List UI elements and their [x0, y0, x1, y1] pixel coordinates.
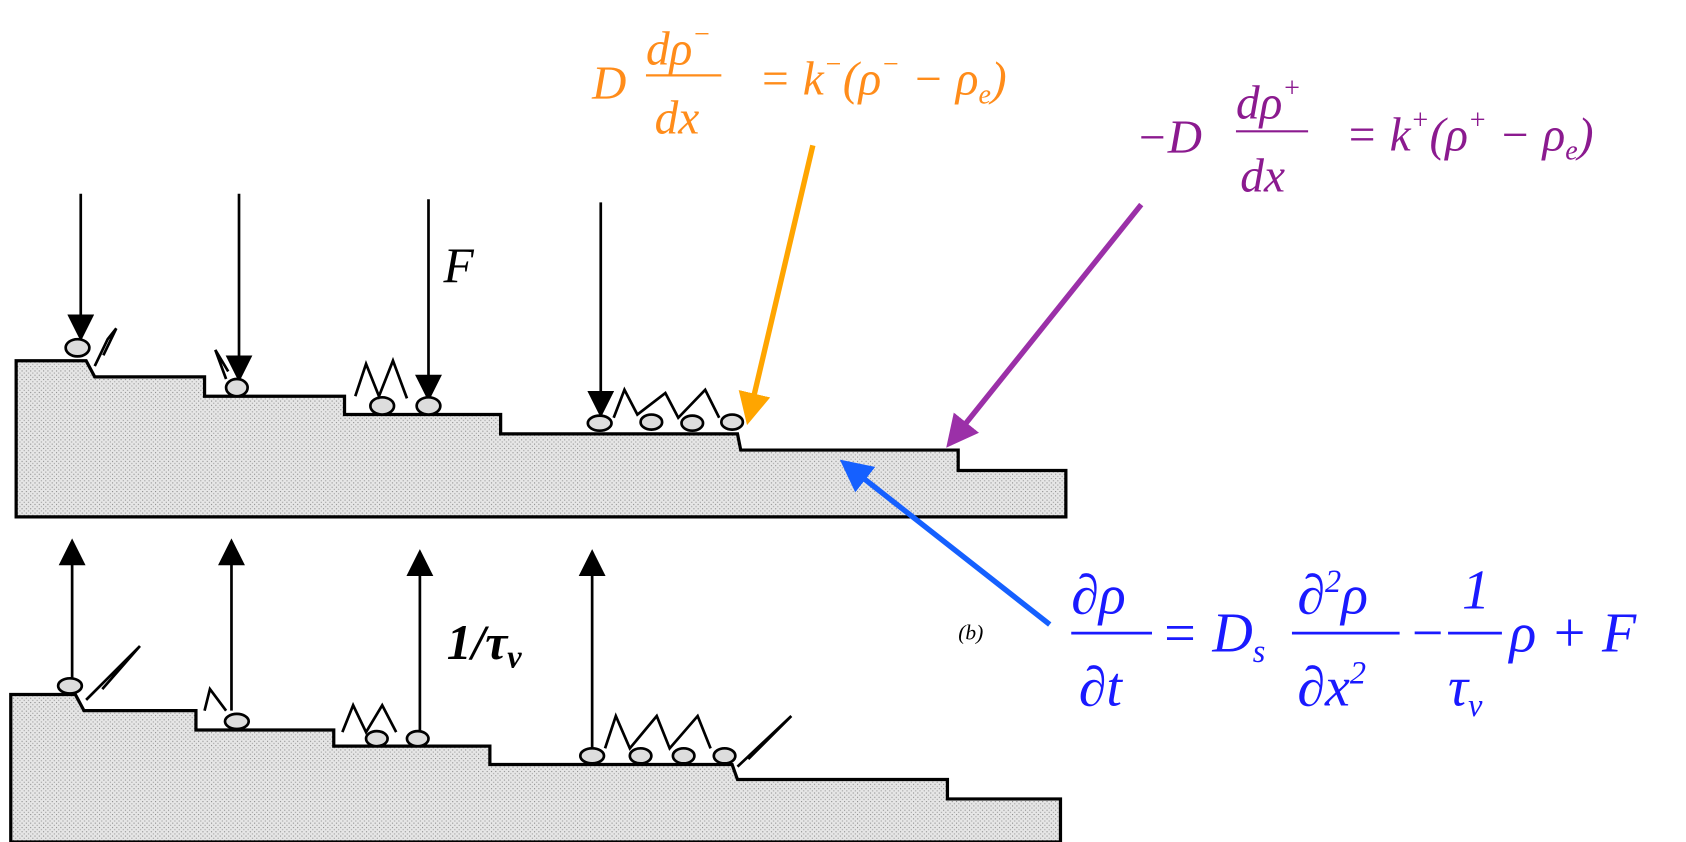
- equation-part: s: [1253, 633, 1266, 669]
- equation-part: v: [507, 639, 522, 675]
- flux-label: F: [443, 238, 475, 293]
- svg-text:∂x2: ∂x2: [1297, 655, 1366, 719]
- equation-part: = k: [1346, 110, 1412, 162]
- equation-part: (ρ: [843, 54, 882, 106]
- equation-part: ∂ρ: [1071, 565, 1126, 627]
- svg-text:= Ds: = Ds: [1161, 602, 1266, 669]
- lower-step-equation: D dρ− dx = k−(ρ− − ρe): [591, 19, 1007, 144]
- equation-part: ∂x: [1297, 656, 1350, 718]
- equation-part: 2: [1350, 655, 1366, 691]
- svg-text:= k−(ρ− − ρe): = k−(ρ− − ρe): [759, 49, 1007, 110]
- equation-part: −: [881, 49, 900, 80]
- equation-part: e: [979, 79, 991, 110]
- equation-part: ): [1575, 110, 1594, 162]
- equation-part: − ρ: [900, 54, 978, 106]
- equation-part: 2: [1325, 563, 1341, 599]
- upper-step-equation: −D dρ+ dx = k+(ρ+ − ρe): [1136, 73, 1594, 203]
- equation-part: − ρ: [1487, 110, 1565, 162]
- crystal-surface: [11, 694, 1061, 842]
- equation-part: −: [1408, 602, 1446, 664]
- svg-text:= k+(ρ+ − ρe): = k+(ρ+ − ρe): [1346, 105, 1594, 166]
- equation-part: 1/τ: [447, 615, 510, 670]
- equation-part: dx: [655, 93, 700, 145]
- equation-part: 1: [1462, 559, 1490, 621]
- diagram: F 1/τv (b) D dρ− dx = k−(ρ− − ρe) −D dρ+…: [0, 0, 1686, 842]
- equation-part: = D: [1161, 602, 1253, 664]
- equation-part: +: [1411, 105, 1430, 136]
- lifetime-label: 1/τv: [447, 615, 522, 675]
- svg-text:∂2ρ: ∂2ρ: [1297, 563, 1368, 627]
- equation-part: D: [591, 58, 626, 110]
- equation-part: (ρ: [1430, 110, 1469, 162]
- equation-part: ∂: [1297, 565, 1325, 627]
- equation-part: ∂t: [1079, 656, 1124, 718]
- equation-part: −: [692, 19, 711, 50]
- equation-part: dx: [1240, 151, 1285, 203]
- equation-part: v: [1468, 687, 1483, 723]
- equation-part: ρ: [1339, 565, 1368, 627]
- equation-part: τ: [1448, 656, 1470, 718]
- pointer-arrow: [748, 145, 813, 420]
- svg-text:dρ−: dρ−: [646, 19, 711, 76]
- equation-part: +: [1282, 73, 1301, 104]
- equation-part: e: [1565, 135, 1577, 166]
- panel-label: (b): [958, 621, 983, 645]
- diffusion-equation: ∂ρ ∂t = Ds ∂2ρ ∂x2 − 1 τv ρ + F: [1071, 559, 1637, 723]
- equation-part: dρ: [1236, 77, 1282, 129]
- equation-part: ρ + F: [1507, 602, 1637, 664]
- crystal-surface: [16, 361, 1066, 517]
- equation-part: ): [988, 54, 1007, 106]
- equation-part: −: [824, 49, 843, 80]
- equation-part: dρ: [646, 24, 692, 76]
- equation-part: = k: [759, 54, 825, 106]
- svg-text:τv: τv: [1448, 656, 1483, 723]
- equation-part: +: [1468, 105, 1487, 136]
- pointer-arrow: [950, 205, 1142, 444]
- svg-text:dρ+: dρ+: [1236, 73, 1301, 130]
- equation-part: −D: [1136, 112, 1202, 164]
